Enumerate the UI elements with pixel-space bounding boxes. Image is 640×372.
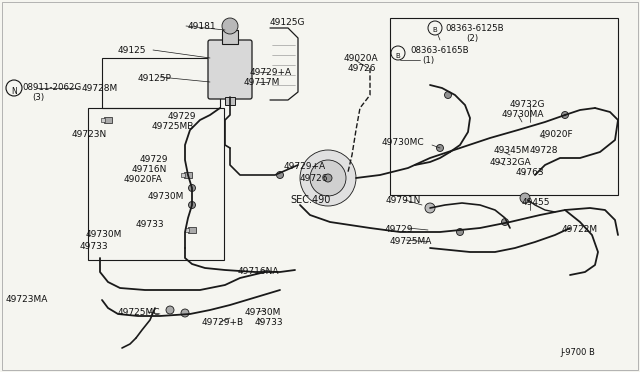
Bar [102,58,220,108]
Text: 49730MA: 49730MA [502,110,545,119]
Text: B: B [396,52,401,58]
Text: 49730M: 49730M [86,230,122,239]
Text: 49716N: 49716N [132,165,168,174]
Bar [88,108,224,260]
Text: 49125G: 49125G [270,18,305,27]
Text: 49723N: 49723N [72,130,108,139]
Circle shape [502,218,509,225]
Text: 49723MA: 49723MA [6,295,49,304]
Text: 49020F: 49020F [540,130,573,139]
Bar [390,18,618,195]
Circle shape [561,112,568,119]
Text: 49730M: 49730M [245,308,282,317]
Text: 49726: 49726 [300,174,328,183]
Bar [181,173,185,177]
Circle shape [189,185,195,192]
Circle shape [276,171,284,179]
Text: 49722M: 49722M [562,225,598,234]
Text: 49728: 49728 [530,146,559,155]
Bar [101,118,105,122]
Text: 08911-2062G: 08911-2062G [22,83,81,92]
Text: 49763: 49763 [516,168,545,177]
Text: 49729+A: 49729+A [284,162,326,171]
Circle shape [324,174,332,182]
Text: 49181: 49181 [188,22,216,31]
Bar [225,97,235,105]
Circle shape [189,202,195,208]
Circle shape [456,228,463,235]
Text: 49732GA: 49732GA [490,158,532,167]
Text: 49020FA: 49020FA [124,175,163,184]
Text: 49345M: 49345M [494,146,531,155]
FancyBboxPatch shape [208,40,252,99]
Text: B: B [433,28,437,33]
Text: 08363-6165B: 08363-6165B [410,46,468,55]
Text: 49729+A: 49729+A [250,68,292,77]
Circle shape [436,144,444,151]
Text: 49725MC: 49725MC [118,308,161,317]
Circle shape [181,309,189,317]
Text: 49726: 49726 [348,64,376,73]
Text: 08363-6125B: 08363-6125B [445,24,504,33]
Bar [188,227,196,233]
Circle shape [222,18,238,34]
Bar [185,228,189,232]
Text: 49020A: 49020A [344,54,379,63]
Text: 49729: 49729 [140,155,168,164]
Text: 49730MC: 49730MC [382,138,424,147]
Text: 49125: 49125 [118,46,147,55]
Text: 49733: 49733 [136,220,164,229]
Circle shape [300,150,356,206]
Circle shape [166,306,174,314]
Text: 49729+B: 49729+B [202,318,244,327]
Text: 49455: 49455 [522,198,550,207]
Text: 49730M: 49730M [148,192,184,201]
Text: 49791N: 49791N [386,196,421,205]
Text: 49729: 49729 [168,112,196,121]
Text: 49716NA: 49716NA [238,267,280,276]
Bar [104,117,112,123]
Circle shape [310,160,346,196]
Text: 49732G: 49732G [510,100,545,109]
Text: 49728M: 49728M [82,84,118,93]
Bar [184,172,192,178]
Text: 49729: 49729 [385,225,413,234]
Text: 49725MB: 49725MB [152,122,195,131]
Text: 49725MA: 49725MA [390,237,433,246]
Text: 49125P: 49125P [138,74,172,83]
Circle shape [520,193,530,203]
Circle shape [445,92,451,99]
Text: 49733: 49733 [255,318,284,327]
Text: 49733: 49733 [80,242,109,251]
Text: 49717M: 49717M [244,78,280,87]
Circle shape [425,203,435,213]
Text: J-9700 B: J-9700 B [560,348,595,357]
Text: N: N [11,87,17,96]
Text: (1): (1) [422,56,434,65]
Text: (3): (3) [32,93,44,102]
Bar [222,30,238,44]
Text: (2): (2) [466,34,478,43]
Text: SEC.490: SEC.490 [290,195,330,205]
